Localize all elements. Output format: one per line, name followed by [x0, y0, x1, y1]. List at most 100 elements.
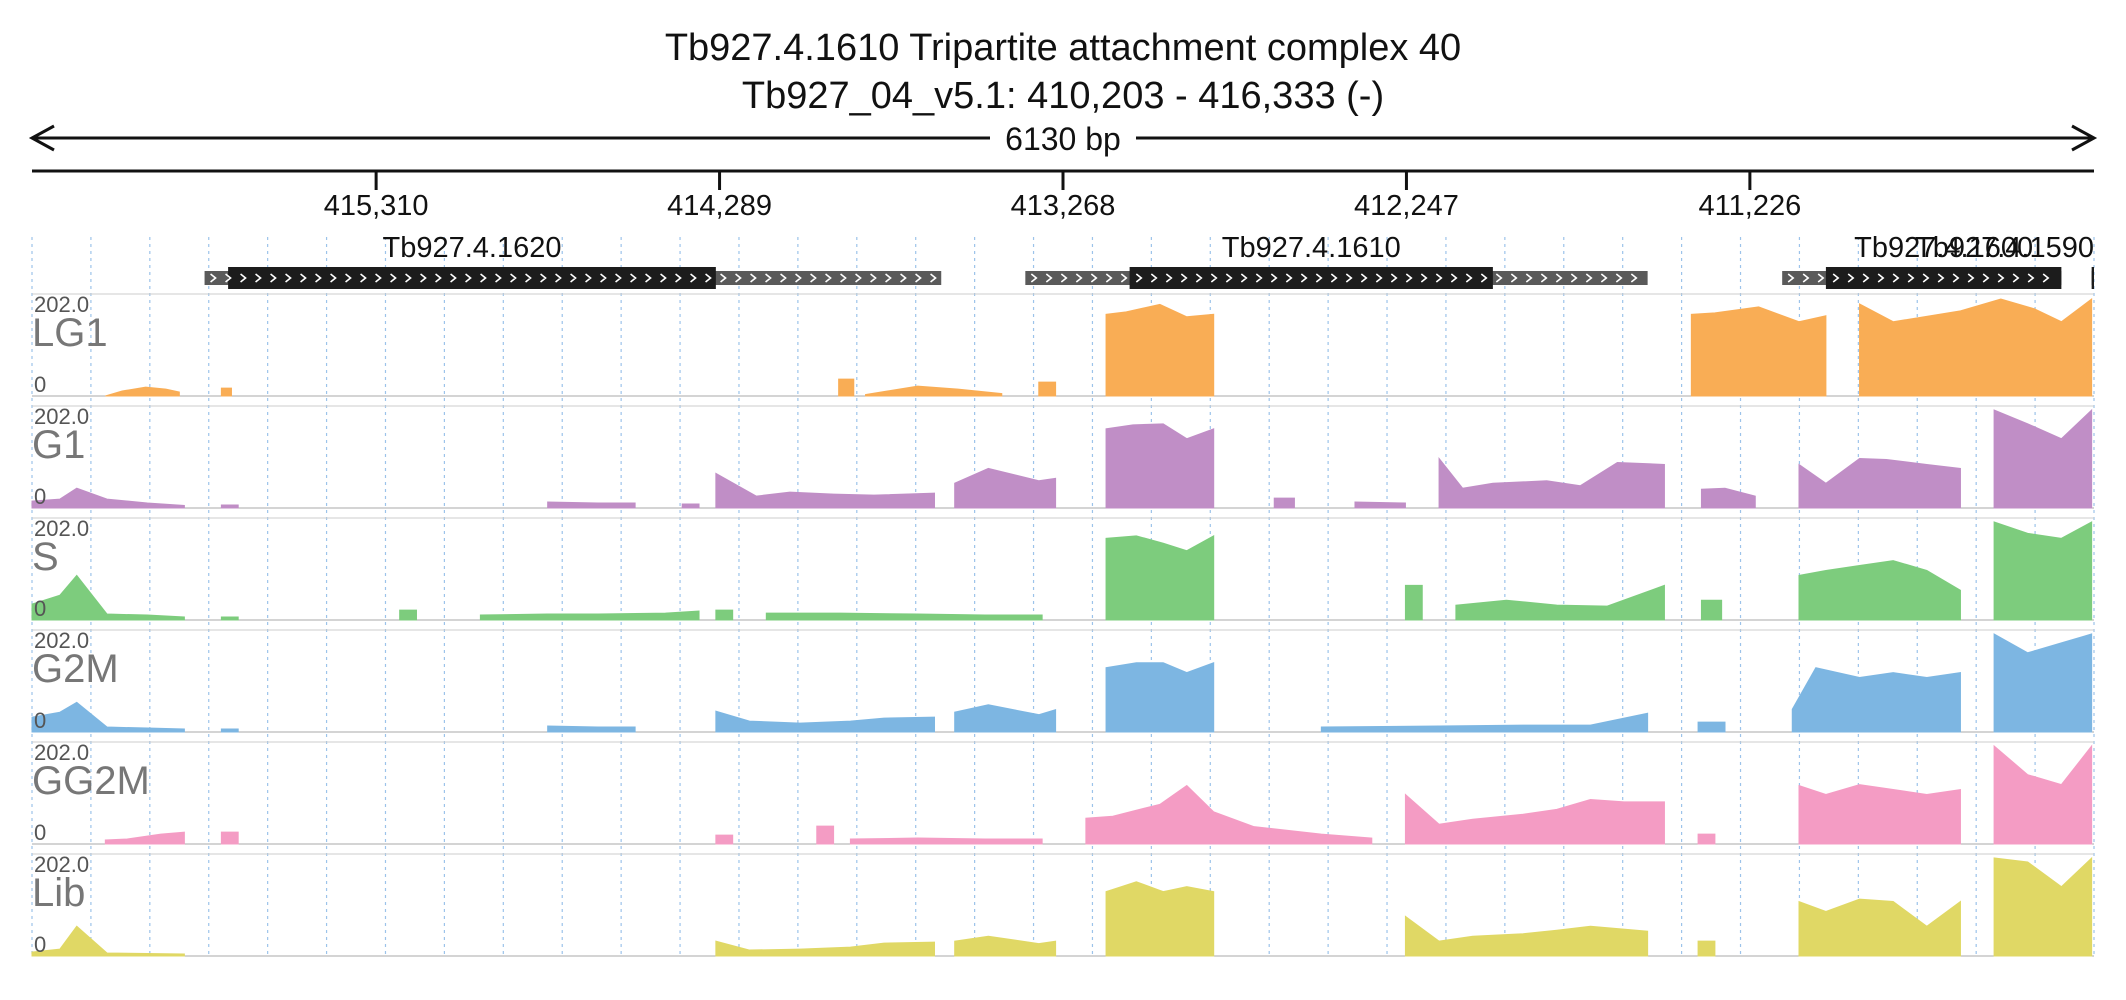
- coverage-area: [1085, 784, 1373, 845]
- track-min-label: 0: [34, 596, 46, 621]
- coverage-area: [1993, 856, 2093, 957]
- coverage-area: [31, 487, 185, 509]
- coverage-track-lg1: 202.0 0 LG1: [32, 292, 2094, 397]
- coverage-area: [1320, 712, 1649, 733]
- coverage-area: [954, 467, 1057, 509]
- coverage-area: [105, 386, 180, 397]
- strand-chevrons: [1030, 273, 1638, 283]
- track-max-label: 202.0: [34, 292, 89, 317]
- track-max-label: 202.0: [34, 740, 89, 765]
- track-max-label: 202.0: [34, 628, 89, 653]
- figure-title: Tb927.4.1610 Tripartite attachment compl…: [665, 27, 1461, 69]
- coverage-area: [31, 701, 185, 733]
- coverage-area: [547, 725, 636, 733]
- gene-cds: [228, 267, 716, 289]
- gene-model[interactable]: Tb927.4.1590: [1915, 232, 2094, 289]
- coverage-area: [715, 472, 936, 509]
- coverage-area: [220, 728, 239, 733]
- coverage-area: [1798, 457, 1961, 509]
- coverage-area: [1859, 297, 2093, 397]
- coverage-area: [1697, 833, 1716, 845]
- coverage-area: [715, 834, 734, 845]
- tick-label: 413,268: [1011, 190, 1116, 222]
- coverage-area: [954, 704, 1057, 733]
- track-max-label: 202.0: [34, 852, 89, 877]
- track-name-label: G2M: [32, 647, 119, 691]
- coverage-area: [220, 831, 239, 845]
- tick-label: 412,247: [1354, 190, 1459, 222]
- coverage-area: [1993, 521, 2093, 621]
- coverage-area: [220, 504, 239, 509]
- track-min-label: 0: [34, 708, 46, 733]
- coverage-area: [1697, 721, 1726, 733]
- coverage-area: [865, 385, 1003, 397]
- strand-chevrons: [1787, 273, 2050, 283]
- coverage-area: [1105, 881, 1215, 957]
- gene-model[interactable]: Tb927.4.1610: [1025, 232, 1648, 289]
- coverage-area: [1798, 898, 1961, 957]
- coverage-area: [1438, 457, 1665, 509]
- coverage-area: [1993, 408, 2093, 509]
- gene-name-label: Tb927.4.1600: [1854, 232, 2033, 264]
- coverage-track-s: 202.0 0 S: [31, 516, 2094, 621]
- gene-cds: [2091, 267, 2094, 289]
- coverage-track-g2m: 202.0 0 G2M: [31, 628, 2094, 733]
- coverage-track-gg2m: 202.0 0 GG2M: [32, 740, 2094, 845]
- gene-model[interactable]: Tb927.4.1600: [1782, 232, 2062, 289]
- coverage-area: [31, 574, 185, 621]
- gene-name-label: Tb927.4.1620: [382, 232, 561, 264]
- coverage-area: [31, 925, 185, 957]
- coverage-area: [547, 501, 636, 509]
- coverage-area: [1354, 501, 1406, 509]
- coverage-area: [765, 612, 1043, 621]
- tick-label: 414,289: [667, 190, 772, 222]
- length-arrow: 6130 bp: [28, 120, 2098, 157]
- strand-chevrons: [210, 273, 937, 283]
- coverage-area: [816, 825, 835, 845]
- coverage-track-lib: 202.0 0 Lib: [31, 852, 2094, 957]
- coverage-track-g1: 202.0 0 G1: [31, 404, 2094, 509]
- coverage-area: [1404, 793, 1665, 845]
- coverage-area: [1697, 940, 1716, 957]
- tick-label: 411,226: [1699, 190, 1802, 222]
- coverage-area: [1798, 560, 1961, 621]
- coverage-area: [1690, 306, 1827, 397]
- coverage-area: [1700, 487, 1756, 509]
- coverage-area: [1038, 381, 1057, 397]
- length-label: 6130 bp: [1005, 121, 1121, 157]
- coverage-area: [715, 940, 936, 957]
- coverage-area: [715, 710, 936, 733]
- gene-name-label: Tb927.4.1590: [1915, 232, 2094, 264]
- coverage-area: [1455, 584, 1665, 621]
- coverage-area: [681, 503, 700, 509]
- track-name-label: LG1: [32, 311, 108, 355]
- genomic-location: Tb927_04_v5.1: 410,203 - 416,333 (-): [742, 75, 1384, 117]
- coverage-area: [715, 609, 734, 621]
- gene-name-label: Tb927.4.1610: [1222, 232, 1401, 264]
- coverage-area: [1791, 667, 1961, 733]
- track-name-label: GG2M: [32, 759, 150, 803]
- gene-model[interactable]: Tb927.4.1620: [204, 232, 942, 289]
- coverage-area: [1993, 744, 2093, 845]
- track-max-label: 202.0: [34, 516, 89, 541]
- coverage-area: [1404, 584, 1423, 621]
- coverage-area: [1404, 915, 1649, 957]
- coverage-area: [1273, 497, 1295, 509]
- gene-cds: [1129, 267, 1493, 289]
- coverage-area: [1798, 784, 1961, 845]
- coverage-area: [838, 378, 855, 397]
- coverage-area: [1105, 423, 1215, 509]
- track-min-label: 0: [34, 484, 46, 509]
- coverage-tracks: 202.00LG1202.00G1202.00S202.00G2M202.00G…: [31, 292, 2094, 957]
- track-min-label: 0: [34, 372, 46, 397]
- coverage-area: [220, 387, 232, 397]
- coverage-area: [954, 935, 1057, 957]
- track-max-label: 202.0: [34, 404, 89, 429]
- gene-track: Tb927.4.1620 Tb927.4.1610 Tb927.4.1600Tb92…: [204, 232, 2094, 289]
- track-min-label: 0: [34, 820, 46, 845]
- track-min-label: 0: [34, 932, 46, 957]
- coverage-area: [1105, 661, 1215, 733]
- tick-label: 415,310: [324, 190, 429, 222]
- coverage-area: [399, 609, 417, 621]
